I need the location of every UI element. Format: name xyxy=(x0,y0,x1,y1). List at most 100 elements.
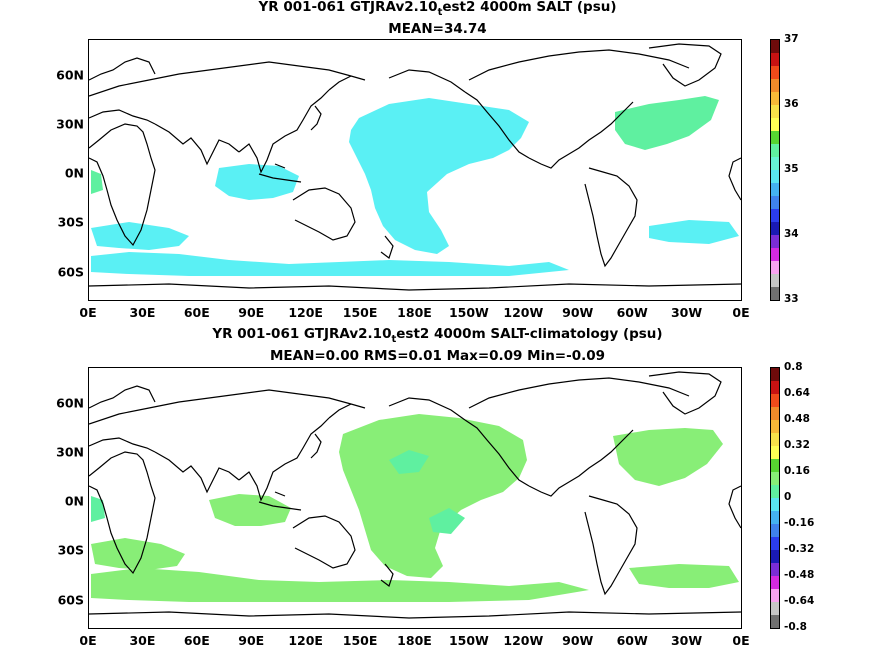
colorbar-segment xyxy=(771,511,779,524)
panel2-title-sub: t xyxy=(391,334,397,345)
field-region xyxy=(91,496,105,522)
x-tick-label: 60W xyxy=(616,305,648,320)
field-region xyxy=(91,222,189,250)
colorbar-segment xyxy=(771,79,779,92)
colorbar-segment xyxy=(771,602,779,615)
x-tick-label: 120E xyxy=(288,305,323,320)
colorbar-segment xyxy=(771,105,779,118)
x-tick-label: 90E xyxy=(238,633,265,648)
colorbar-label: 0.32 xyxy=(784,439,810,451)
panel1-colorbar xyxy=(770,39,780,301)
coastline xyxy=(380,563,394,587)
panel1-title-post: est2 4000m SALT (psu) xyxy=(442,0,617,15)
colorbar-segment xyxy=(771,131,779,144)
panel2-anomaly-field xyxy=(91,414,739,602)
x-tick-label: 60E xyxy=(183,305,210,320)
colorbar-segment xyxy=(771,394,779,407)
field-region xyxy=(91,170,103,194)
x-tick-label: 0E xyxy=(79,305,97,320)
x-tick-label: 30W xyxy=(670,633,703,648)
x-tick-label: 120W xyxy=(503,633,544,648)
field-region xyxy=(429,508,465,534)
panel2-title-pre: YR 001-061 GTJRAv2.10 xyxy=(212,326,392,342)
y-tick-label: 0N xyxy=(64,493,84,509)
x-tick-label: 0E xyxy=(732,633,750,648)
colorbar-segment xyxy=(771,118,779,131)
colorbar-segment xyxy=(771,537,779,550)
x-tick-label: 120W xyxy=(503,305,544,320)
y-tick-label: 30N xyxy=(56,116,84,132)
x-tick-label: 180E xyxy=(397,305,432,320)
colorbar-label: -0.32 xyxy=(784,543,815,555)
x-tick-label: 0E xyxy=(732,305,750,320)
colorbar-segment xyxy=(771,615,779,628)
x-tick-label: 60W xyxy=(616,633,648,648)
y-tick-label: 0N xyxy=(64,165,84,181)
coastline xyxy=(310,105,322,131)
coastline xyxy=(258,491,302,511)
coastline xyxy=(380,235,394,259)
colorbar-segment xyxy=(771,381,779,394)
colorbar-segment xyxy=(771,459,779,472)
colorbar-segment xyxy=(771,407,779,420)
colorbar-segment xyxy=(771,248,779,261)
y-tick-label: 60N xyxy=(56,395,84,411)
panel1-salinity-field xyxy=(91,96,739,276)
coastline xyxy=(464,419,530,487)
coastline xyxy=(728,485,741,529)
colorbar-label: 36 xyxy=(784,98,799,110)
colorbar-label: 0 xyxy=(784,491,792,503)
field-region xyxy=(629,564,739,588)
x-tick-label: 150W xyxy=(448,305,489,320)
colorbar-segment xyxy=(771,222,779,235)
x-tick-label: 30W xyxy=(670,305,703,320)
panel1-title-sub: t xyxy=(437,7,443,18)
colorbar-segment xyxy=(771,550,779,563)
colorbar-segment xyxy=(771,40,779,53)
panel2-stats: MEAN=0.00 RMS=0.01 Max=0.09 Min=-0.09 xyxy=(269,348,606,364)
colorbar-label: 0.64 xyxy=(784,387,810,399)
panel2-colorbar xyxy=(770,367,780,629)
panel1-coastlines xyxy=(89,43,741,291)
x-tick-label: 90E xyxy=(238,305,265,320)
panel1-map xyxy=(88,39,742,301)
colorbar-segment xyxy=(771,420,779,433)
coastline xyxy=(584,495,638,596)
colorbar-segment xyxy=(771,472,779,485)
coastline xyxy=(89,389,366,425)
colorbar-label: -0.8 xyxy=(784,621,807,633)
coastline xyxy=(648,371,722,415)
colorbar-label: 33 xyxy=(784,293,799,305)
coastline xyxy=(89,385,156,409)
colorbar-segment xyxy=(771,170,779,183)
colorbar-segment xyxy=(771,368,779,381)
x-tick-label: 90W xyxy=(562,305,594,320)
colorbar-segment xyxy=(771,485,779,498)
colorbar-label: -0.16 xyxy=(784,517,815,529)
coastline xyxy=(89,61,366,97)
colorbar-segment xyxy=(771,53,779,66)
field-region xyxy=(91,568,589,602)
panel2-title: YR 001-061 GTJRAv2.10test2 4000m SALT-cl… xyxy=(0,326,875,345)
colorbar-segment xyxy=(771,196,779,209)
coastline xyxy=(468,377,690,409)
x-tick-label: 0E xyxy=(79,633,97,648)
colorbar-segment xyxy=(771,498,779,511)
coastline xyxy=(258,163,302,183)
y-tick-label: 60S xyxy=(57,592,84,608)
field-region xyxy=(389,450,429,474)
colorbar-segment xyxy=(771,235,779,248)
coastline xyxy=(154,451,240,494)
field-region xyxy=(339,414,527,578)
panel2-map xyxy=(88,367,742,629)
coastline xyxy=(238,89,330,174)
panel1-title: YR 001-061 GTJRAv2.10test2 4000m SALT (p… xyxy=(0,0,875,18)
y-tick-label: 30S xyxy=(57,214,84,230)
colorbar-label: 0.8 xyxy=(784,361,803,373)
colorbar-segment xyxy=(771,261,779,274)
coastline xyxy=(89,611,741,619)
field-region xyxy=(615,96,719,150)
coastline xyxy=(292,515,356,569)
colorbar-label: 35 xyxy=(784,163,799,175)
y-tick-label: 60N xyxy=(56,67,84,83)
